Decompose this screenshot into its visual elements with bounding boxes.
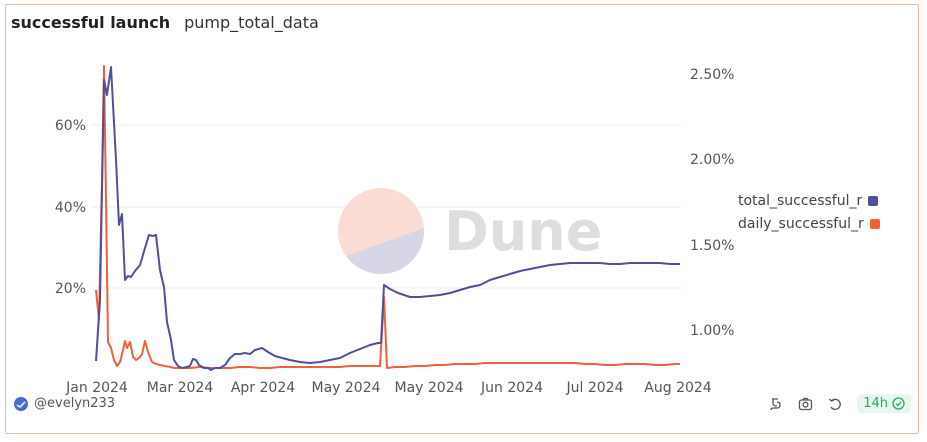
svg-text:Jun 2024: Jun 2024	[480, 380, 543, 396]
chart-header: successful launch pump_total_data	[11, 13, 319, 32]
legend-swatch-icon	[869, 218, 880, 229]
query-name[interactable]: pump_total_data	[184, 13, 319, 32]
footer-actions: 14h	[767, 394, 911, 413]
camera-icon[interactable]	[797, 396, 813, 412]
chart-legend: total_successful_r daily_successful_r	[738, 189, 880, 235]
svg-text:1.50%: 1.50%	[690, 238, 734, 254]
svg-text:40%: 40%	[55, 200, 86, 216]
refresh-status-badge[interactable]: 14h	[857, 394, 911, 413]
svg-text:Jul 2024: Jul 2024	[566, 380, 624, 396]
series-daily-successful[interactable]	[95, 65, 680, 369]
dune-watermark: Dune	[338, 188, 602, 274]
svg-text:Aug 2024: Aug 2024	[644, 380, 712, 396]
refresh-icon[interactable]	[827, 396, 843, 412]
legend-item-daily[interactable]: daily_successful_r	[738, 212, 880, 235]
check-circle-icon	[892, 397, 905, 410]
series-total-successful[interactable]	[95, 66, 680, 371]
chart-title: successful launch	[11, 13, 171, 32]
svg-text:May 2024: May 2024	[394, 380, 463, 396]
chart-card	[5, 4, 919, 434]
svg-text:May 2024: May 2024	[311, 380, 380, 396]
svg-text:1.00%: 1.00%	[690, 323, 734, 339]
svg-text:60%: 60%	[55, 118, 86, 134]
legend-label: total_successful_r	[738, 192, 863, 209]
svg-text:Apr 2024: Apr 2024	[231, 380, 295, 396]
svg-text:2.00%: 2.00%	[690, 152, 734, 168]
y-axis-left: 60% 40% 20%	[55, 118, 86, 297]
legend-item-total[interactable]: total_successful_r	[738, 189, 880, 212]
author-handle[interactable]: @evelyn233	[34, 396, 116, 411]
svg-text:2.50%: 2.50%	[690, 67, 734, 83]
svg-text:20%: 20%	[55, 281, 86, 297]
svg-text:Jan 2024: Jan 2024	[65, 380, 128, 396]
legend-swatch-icon	[868, 195, 879, 206]
y-axis-right: 2.50% 2.00% 1.50% 1.00%	[690, 67, 734, 339]
refresh-age: 14h	[863, 396, 888, 411]
embed-icon[interactable]	[767, 396, 783, 412]
footer-author: @evelyn233	[14, 396, 115, 411]
svg-text:Mar 2024: Mar 2024	[147, 380, 214, 396]
legend-label: daily_successful_r	[738, 215, 864, 232]
avatar[interactable]	[14, 396, 28, 411]
x-axis: Jan 2024 Mar 2024 Apr 2024 May 2024 May …	[65, 380, 712, 396]
svg-text:Dune: Dune	[444, 200, 602, 263]
